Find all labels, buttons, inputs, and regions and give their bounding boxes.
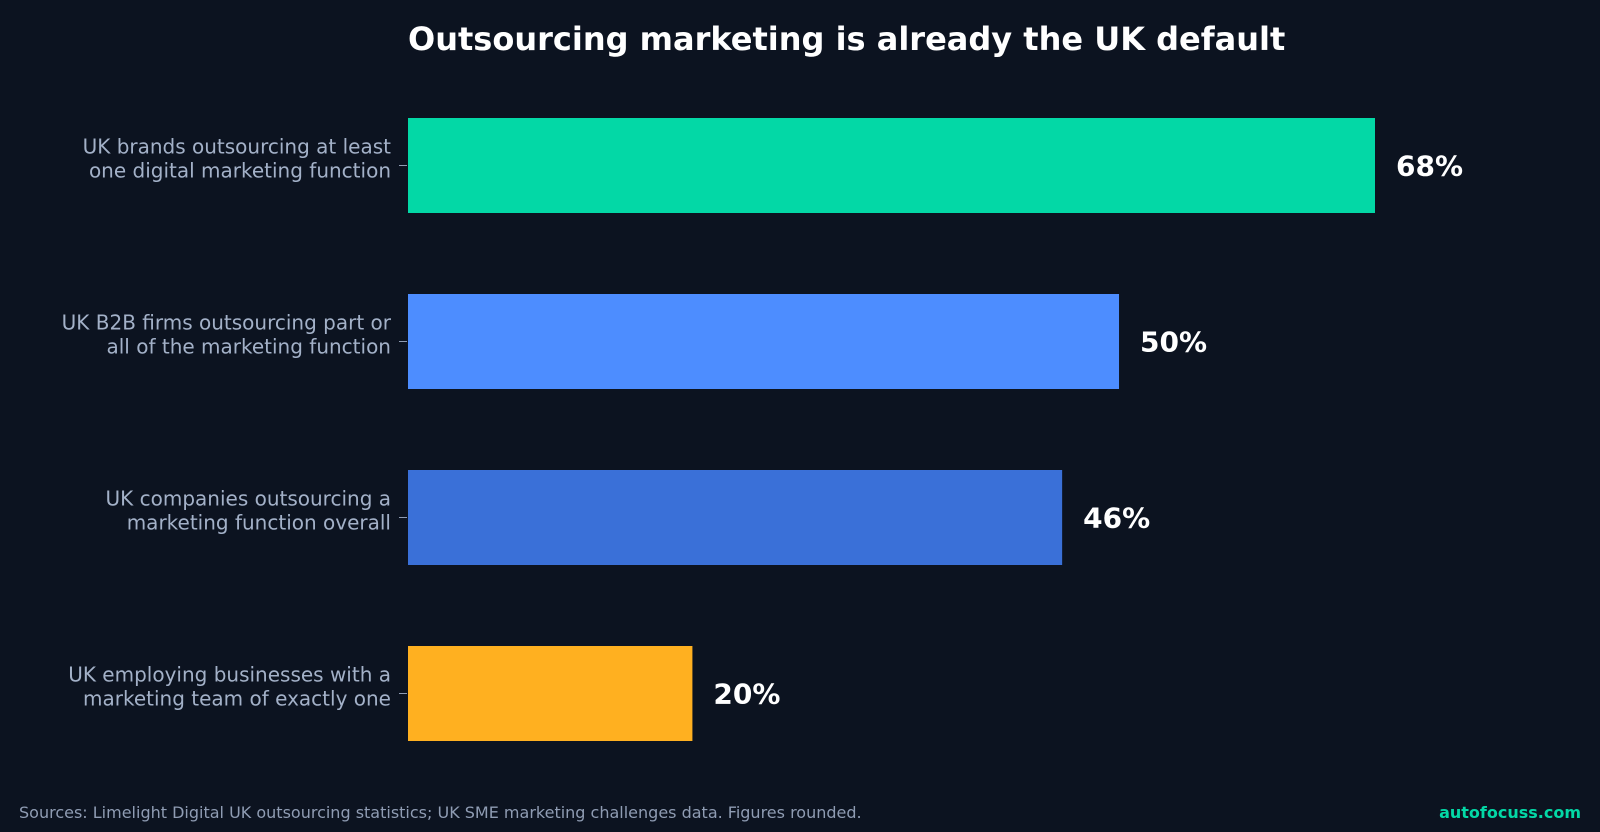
category-label-3-line-1: UK companies outsourcing a: [106, 487, 392, 511]
category-label-3-line-2: marketing function overall: [127, 511, 391, 535]
chart-title: Outsourcing marketing is already the UK …: [408, 20, 1285, 58]
category-label-1-line-1: UK brands outsourcing at least: [83, 135, 392, 159]
bar-3: [408, 470, 1063, 565]
bar-2: [408, 294, 1120, 389]
value-label-3: 46%: [1083, 502, 1150, 535]
category-label-4-line-1: UK employing businesses with a: [68, 663, 391, 687]
value-label-4: 20%: [713, 678, 780, 711]
category-label-2-line-1: UK B2B firms outsourcing part or: [62, 311, 392, 335]
value-label-2: 50%: [1140, 326, 1207, 359]
category-label-4-line-2: marketing team of exactly one: [83, 687, 391, 711]
category-label-2-line-2: all of the marketing function: [106, 335, 391, 359]
source-note: Sources: Limelight Digital UK outsourcin…: [19, 803, 862, 822]
category-label-1-line-2: one digital marketing function: [89, 159, 391, 183]
brand-link[interactable]: autofocuss.com: [1439, 803, 1581, 822]
bar-1: [408, 118, 1375, 213]
bar-4: [408, 646, 693, 741]
value-label-1: 68%: [1396, 150, 1463, 183]
